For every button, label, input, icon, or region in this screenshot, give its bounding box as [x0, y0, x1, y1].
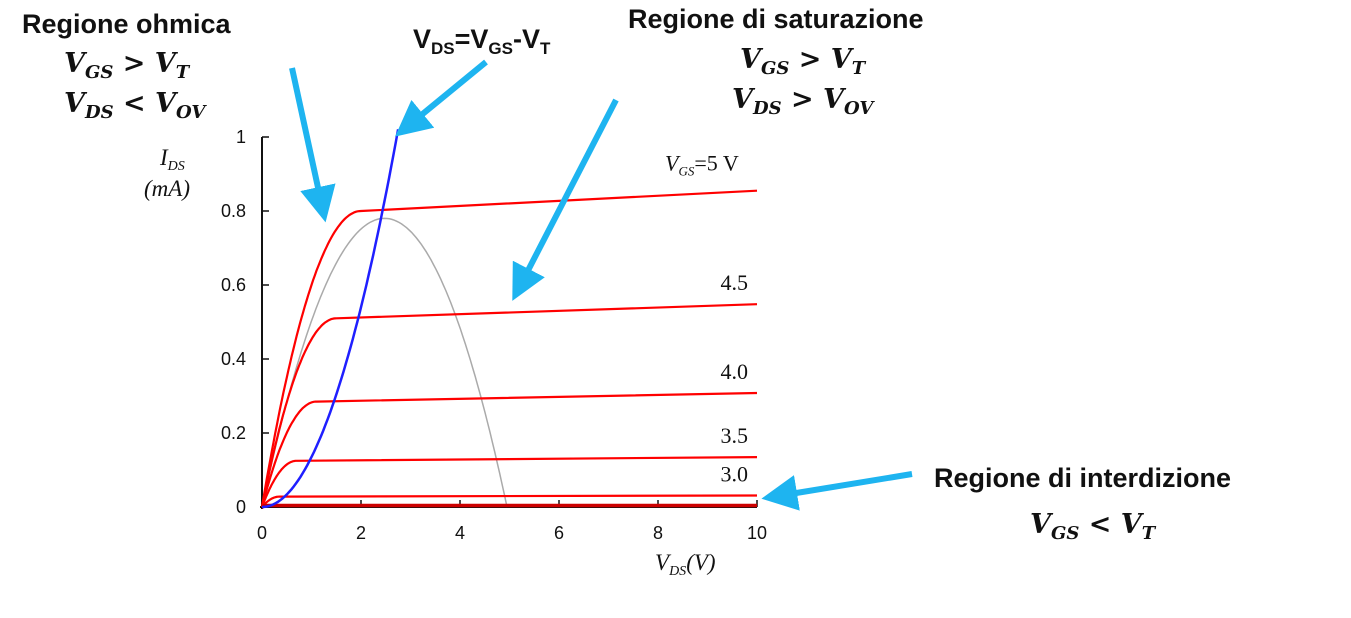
cutoff-arrow [761, 471, 913, 511]
drain-curve-3.5 [260, 456, 758, 508]
cutoff-region-annotation: Regione di interdizione VGS < VT [934, 463, 1231, 544]
boundary-formula: VDS=VGS-VT [413, 24, 551, 58]
ohmic-condition-vgs: VGS > VT [64, 48, 191, 83]
tick-labels: 0 2 4 6 8 10 0 0.2 0.4 0.6 0.8 1 [221, 127, 767, 543]
drain-curve-4.5 [260, 303, 758, 508]
y-tick-label: 0.6 [221, 275, 246, 295]
x-tick-label: 6 [554, 523, 564, 543]
x-tick-label: 10 [747, 523, 767, 543]
x-axis-label: VDS(V) [655, 550, 716, 579]
y-tick-label: 1 [236, 127, 246, 147]
curve-label-vgs-5: VGS=5 V [665, 151, 739, 179]
x-tick-label: 8 [653, 523, 663, 543]
y-tick-label: 0.2 [221, 423, 246, 443]
ohmic-arrow [289, 67, 336, 223]
drain-curve-cutoff [260, 503, 757, 509]
y-axis-label-symbol: IDS [159, 145, 185, 174]
x-tick-label: 0 [257, 523, 267, 543]
curve-label: 4.5 [721, 270, 749, 295]
boundary-annotation: VDS=VGS-VT [413, 24, 551, 58]
saturation-region-annotation: Regione di saturazione VGS > VT VDS > VO… [628, 4, 924, 119]
plot-axes [260, 136, 758, 509]
curve-label: 3.0 [721, 462, 749, 487]
ohmic-region-title: Regione ohmica [22, 9, 232, 39]
y-tick-label: 0.8 [221, 201, 246, 221]
y-axis-label-unit: (mA) [144, 176, 190, 201]
annotation-arrows [289, 59, 913, 511]
drain-current-curves [260, 189, 758, 509]
saturation-arrow [512, 98, 619, 301]
drain-curve-3.0 [261, 494, 758, 508]
curve-label: 4.0 [721, 359, 749, 384]
saturation-condition-vgs: VGS > VT [740, 44, 867, 79]
drain-curve-4.0 [260, 391, 758, 508]
cutoff-condition-vgs: VGS < VT [1030, 509, 1157, 544]
ohmic-region-annotation: Regione ohmica VGS > VT VDS < VOV [22, 9, 232, 123]
saturation-boundary [261, 129, 400, 509]
boundary-arrow [395, 59, 488, 137]
curve-label: 3.5 [721, 423, 749, 448]
power-parabola-line [261, 217, 508, 508]
x-tick-label: 4 [455, 523, 465, 543]
saturation-boundary-line [261, 129, 400, 509]
y-tick-label: 0 [236, 497, 246, 517]
x-tick-label: 2 [356, 523, 366, 543]
ohmic-condition-vds: VDS < VOV [64, 88, 207, 123]
power-parabola [261, 217, 508, 508]
curve-labels: VGS=5 V 4.5 4.0 3.5 3.0 [665, 151, 748, 487]
cutoff-region-title: Regione di interdizione [934, 463, 1231, 493]
drain-curve-5V [260, 189, 758, 508]
saturation-condition-vds: VDS > VOV [732, 84, 875, 119]
saturation-region-title: Regione di saturazione [628, 4, 924, 34]
y-tick-label: 0.4 [221, 349, 246, 369]
